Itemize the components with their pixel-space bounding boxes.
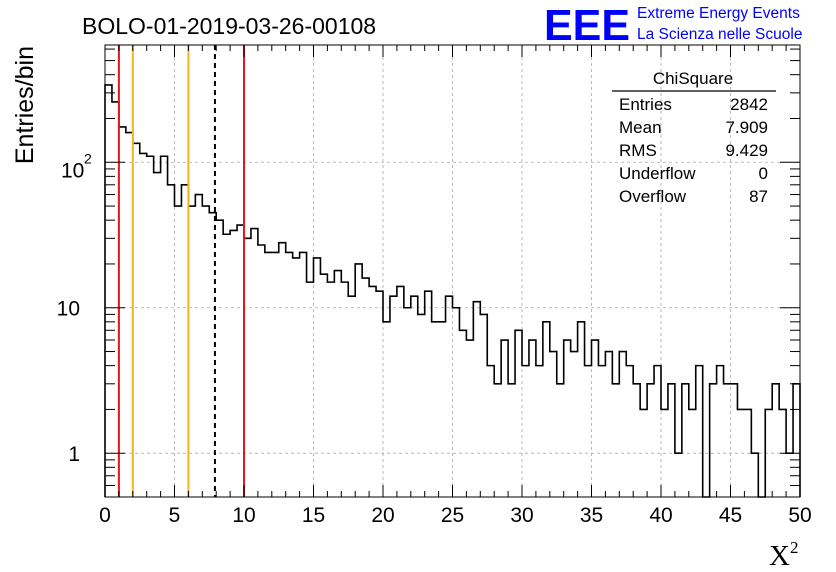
y-tick-label: 10 <box>57 298 80 321</box>
x-tick-label: 40 <box>649 504 672 527</box>
y-tick-label: 10 <box>61 159 84 182</box>
stats-value: 87 <box>749 187 768 206</box>
x-tick-label: 30 <box>510 504 533 527</box>
stats-label: Overflow <box>619 187 687 206</box>
y-tick-label-exponent: 2 <box>84 150 92 166</box>
stats-box: ChiSquare Entries 2842 Mean 7.909 RMS 9.429 Un… <box>612 69 776 206</box>
histogram-series <box>104 84 801 498</box>
grid <box>105 45 800 497</box>
plot-frame <box>104 44 801 498</box>
x-tick-label: 10 <box>232 504 255 527</box>
logo-line-2: La Scienza nelle Scuole <box>637 26 802 43</box>
histogram-outline <box>104 84 801 498</box>
x-tick-label: 15 <box>302 504 325 527</box>
x-axis-title-base: X <box>769 540 790 572</box>
x-tick-label: 35 <box>580 504 603 527</box>
y-tick-label: 1 <box>68 443 80 466</box>
x-axis-title: X2 <box>769 538 798 572</box>
chart-title: BOLO-01-2019-03-26-00108 <box>82 13 376 39</box>
stats-label: Mean <box>619 118 662 137</box>
stats-value: 2842 <box>730 95 768 114</box>
axis-ticks <box>104 45 801 498</box>
stats-rows: Entries 2842 Mean 7.909 RMS 9.429 Underflow 0 Ov… <box>619 95 768 206</box>
stats-label: Entries <box>619 95 672 114</box>
logo-line-1: Extreme Energy Events <box>637 5 800 22</box>
stats-value: 7.909 <box>725 118 768 137</box>
x-tick-label: 45 <box>719 504 742 527</box>
y-axis-title: Entries/bin <box>11 46 39 164</box>
x-tick-label: 5 <box>169 504 181 527</box>
x-tick-label: 20 <box>371 504 394 527</box>
stats-label: Underflow <box>619 164 696 183</box>
eee-logo: EEE Extreme Energy Events La Scienza nel… <box>544 1 802 50</box>
stats-name: ChiSquare <box>653 69 733 88</box>
x-tick-label: 25 <box>441 504 464 527</box>
stats-label: RMS <box>619 141 657 160</box>
logo-mark: EEE <box>544 1 630 50</box>
x-tick-label: 0 <box>99 504 111 527</box>
x-tick-labels: 0 5 10 15 20 25 30 35 40 45 50 <box>99 504 812 527</box>
reference-lines <box>117 45 245 497</box>
stats-value: 0 <box>759 164 768 183</box>
x-tick-label: 50 <box>788 504 811 527</box>
stats-value: 9.429 <box>725 141 768 160</box>
x-axis-title-superscript: 2 <box>790 538 799 557</box>
